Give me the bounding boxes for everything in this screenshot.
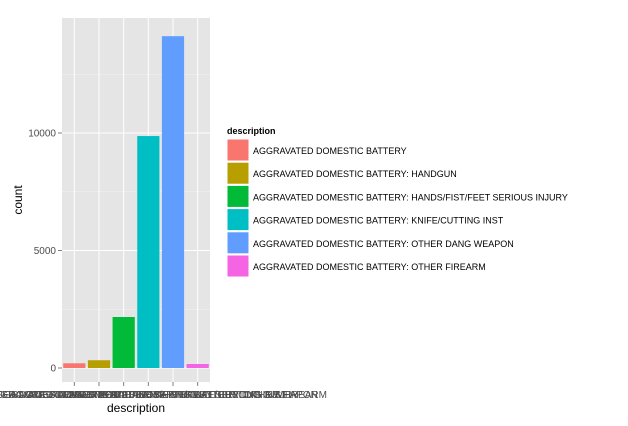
- y-axis-title: count: [11, 185, 25, 215]
- legend-swatch: [227, 162, 249, 184]
- legend-title: description: [227, 126, 276, 136]
- legend-label: AGGRAVATED DOMESTIC BATTERY: HANDGUN: [253, 169, 457, 179]
- x-tick-label: AGGRAVATED DOMESTIC BATTERY: KNIFE/CUTTI…: [9, 390, 287, 401]
- y-tick-label: 10000: [28, 129, 56, 140]
- legend-label: AGGRAVATED DOMESTIC BATTERY: HANDS/FIST/…: [253, 192, 568, 202]
- bar: [137, 136, 160, 368]
- y-tick-label: 0: [50, 364, 56, 375]
- bar: [186, 364, 209, 368]
- x-tick-label: AGGRAVATED DOMESTIC BATTERY: [0, 390, 160, 401]
- bar: [112, 317, 135, 368]
- legend-swatch: [227, 255, 249, 277]
- bar: [63, 363, 86, 368]
- legend-label: AGGRAVATED DOMESTIC BATTERY: OTHER FIREA…: [253, 262, 486, 272]
- y-tick-label: 5000: [34, 246, 57, 257]
- minor-gridlines: [62, 74, 210, 310]
- legend-swatch: [227, 139, 249, 161]
- plot-panel: [62, 18, 210, 382]
- x-tick-label: AGGRAVATED DOMESTIC BATTERY: OTHER DANG …: [28, 390, 318, 401]
- x-tick-label: AGGRAVATED DOMESTIC BATTERY: HANDS/FIST/…: [0, 390, 299, 401]
- legend-swatch: [227, 185, 249, 207]
- x-tick-label: AGGRAVATED DOMESTIC BATTERY: OTHER FIREA…: [68, 390, 327, 401]
- legend-label: AGGRAVATED DOMESTIC BATTERY: OTHER DANG …: [253, 239, 514, 249]
- bar: [87, 360, 111, 368]
- bars: [63, 36, 209, 369]
- x-tick-label: AGGRAVATED DOMESTIC BATTERY: HANDGUN: [0, 390, 212, 401]
- x-axis-title: description: [107, 401, 165, 415]
- legend-swatch: [227, 209, 249, 231]
- y-axis: 0 5000 10000: [28, 129, 62, 375]
- legend-label: AGGRAVATED DOMESTIC BATTERY: [253, 146, 407, 156]
- legend-swatch: [227, 232, 249, 254]
- bar: [161, 36, 185, 369]
- legend: description AGGRAVATED DOMESTIC BATTERY A…: [226, 126, 568, 278]
- legend-label: AGGRAVATED DOMESTIC BATTERY: KNIFE/CUTTI…: [253, 216, 504, 226]
